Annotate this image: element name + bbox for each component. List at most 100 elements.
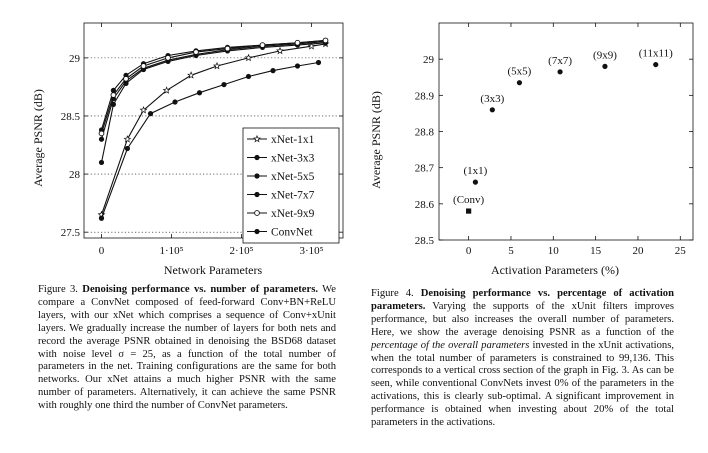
figure4-point-11x11 [653, 61, 659, 68]
figure4-y-axis-label: Average PSNR (dB) [369, 91, 383, 189]
figure4-point-1x1 [472, 179, 479, 185]
figure3-legend-label-xnet-3x3: xNet-3x3 [271, 153, 315, 165]
figure4-y-tick-label-28-6: 28.6 [415, 199, 435, 211]
figure3-point-xnet-1x1-8 [307, 42, 316, 50]
figure3-line-xnet-5x5 [100, 42, 326, 163]
figure3-point-convnet-2 [147, 111, 154, 117]
figure3-point-xnet-1x1-5 [213, 61, 221, 70]
figure3-point-xnet-9x9-6 [224, 45, 231, 52]
figure3-legend-label-xnet-1x1: xNet-1x1 [271, 134, 315, 146]
figure3-x-tick-label-2-10: 2·10⁵ [230, 245, 254, 257]
figure3-x-tick-label-1-10: 1·10⁵ [160, 245, 184, 257]
figure3-point-xnet-1x1-4 [187, 71, 196, 79]
figure3-legend-marker-xnet-1x1 [253, 134, 261, 143]
figure4-point-conv [466, 208, 472, 214]
figure3-point-convnet-5 [221, 81, 227, 88]
figure3-legend: xNet-1x1 xNet-3x3 xNet-5x5 xNet-7x7 xNet-9x9… [242, 127, 340, 244]
figure3-line-xnet-7x7 [100, 41, 326, 140]
figure4-caption-body-italic: percentage of the overall parameters [371, 339, 530, 351]
figure3-point-xnet-9x9-5 [193, 49, 199, 55]
figure4-points: (Conv) (1x1) (3x3) (5x5) (7x7) (9x9) (11x11) [453, 48, 673, 214]
figure3-series [97, 37, 330, 221]
figure3-point-xnet-1x1-7 [276, 46, 284, 55]
figure3-legend-label-convnet: ConvNet [271, 227, 313, 239]
figure4-point-label-conv: (Conv) [453, 194, 485, 206]
figure3-point-xnet-3x3-1 [110, 87, 116, 94]
figure3-point-convnet-9 [315, 59, 322, 66]
figure3-point-xnet-1x1-1 [123, 135, 132, 143]
figure3-x-tick-label-0: 0 [99, 245, 105, 257]
figure4-x-axis-label: Activation Parameters (%) [491, 263, 619, 277]
figure3-point-xnet-9x9-8 [294, 39, 301, 46]
figure3-point-xnet-9x9-3 [140, 63, 147, 69]
figure3-caption-body: We compare a ConvNet composed of feed-fo… [38, 284, 336, 412]
figure3-point-convnet-4 [196, 90, 203, 96]
figure3-chart: 27.5 28 28.5 29 0 1·10⁵ 2·10⁵ 3·10⁵ Network Par… [31, 22, 344, 277]
figure3-legend-marker-xnet-3x3 [254, 154, 260, 161]
figure3-legend-label-xnet-7x7: xNet-7x7 [271, 190, 315, 202]
figure3-point-xnet-9x9-2 [123, 75, 129, 82]
figure4-point-label-1x1: (1x1) [463, 165, 487, 177]
figure4-caption-body-2: invested in the xUnit activations, when … [371, 339, 674, 429]
figure4-point-7x7 [557, 69, 563, 75]
figure3-caption: Figure 3. Denoising performance vs. numb… [38, 284, 336, 413]
figure3-point-xnet-9x9-7 [259, 42, 266, 48]
figure4-point-label-11x11: (11x11) [639, 48, 673, 60]
figure3-point-xnet-7x7-0 [98, 136, 105, 142]
figure3-series-xnet-9x9 [98, 37, 329, 137]
figure3-series-xnet-7x7 [98, 38, 329, 142]
figure4-x-tick-label-5: 5 [508, 245, 514, 257]
figure3-point-xnet-9x9-9 [322, 37, 329, 44]
figure4-y-tick-label-28-7: 28.7 [415, 163, 435, 175]
figure3-point-xnet-1x1-2 [139, 106, 148, 114]
figure3-x-axis-label: Network Parameters [164, 263, 263, 277]
figure4-ticks: 28.5 28.6 28.7 28.8 28.9 29 0 5 10 15 20 25 [415, 23, 693, 257]
figure4-x-tick-label-15: 15 [590, 245, 602, 257]
figure4-x-tick-label-25: 25 [675, 245, 687, 257]
figure4-point-label-3x3: (3x3) [480, 93, 504, 105]
figure3-legend-marker-convnet [254, 228, 260, 235]
figure3-y-tick-label-29: 29 [69, 53, 81, 65]
figure3-legend-marker-xnet-5x5 [254, 173, 260, 179]
figure4-caption: Figure 4. Denoising performance vs. perc… [371, 288, 674, 430]
figure3-series-convnet [98, 59, 322, 221]
figure3-y-axis-label: Average PSNR (dB) [31, 89, 45, 187]
figure3-point-xnet-1x1-6 [244, 53, 253, 62]
figure3-caption-label: Figure 3. [38, 284, 78, 295]
figure4-y-tick-label-29: 29 [423, 54, 435, 66]
figure3-line-xnet-9x9 [100, 39, 326, 134]
figure3-y-tick-label-27-5: 27.5 [61, 227, 81, 239]
figure4-point-3x3 [489, 107, 495, 113]
figure3-point-convnet-6 [245, 73, 252, 80]
figure4-x-tick-label-0: 0 [466, 245, 472, 257]
figure3-point-xnet-9x9-4 [165, 55, 171, 61]
figure3-series-xnet-1x1 [97, 39, 330, 219]
figure3-point-convnet-3 [172, 99, 178, 105]
figure3-point-xnet-9x9-1 [110, 92, 117, 98]
figure3-line-xnet-1x1 [100, 43, 326, 215]
figure3-legend-box [242, 127, 340, 244]
figure3-caption-title: Denoising performance vs. number of para… [82, 284, 318, 295]
figure3-point-convnet-8 [294, 63, 301, 69]
figure3-point-xnet-5x5-0 [98, 159, 105, 166]
figure4-y-tick-label-28-9: 28.9 [415, 90, 435, 102]
figure3-gridlines [84, 57, 343, 233]
figure4-y-tick-label-28-8: 28.8 [415, 127, 435, 139]
figure4-x-tick-label-10: 10 [548, 245, 560, 257]
figure3-y-tick-label-28: 28 [69, 169, 81, 181]
figure3-point-xnet-9x9-0 [98, 130, 105, 137]
figure3-ticks: 27.5 28 28.5 29 0 1·10⁵ 2·10⁵ 3·10⁵ [61, 23, 343, 257]
figure4-x-tick-label-20: 20 [632, 245, 644, 257]
figure3-y-tick-label-28-5: 28.5 [61, 111, 81, 123]
figure3-x-tick-label-3-10: 3·10⁵ [300, 245, 324, 257]
figure3-legend-label-xnet-9x9: xNet-9x9 [271, 208, 315, 220]
figure4-point-9x9 [602, 63, 608, 69]
figure4-caption-title: Denoising performance vs. percentage of … [371, 288, 674, 312]
figure3-point-convnet-1 [124, 145, 130, 152]
figure3-plot-frame [83, 22, 344, 239]
figure4-caption-label: Figure 4. [371, 288, 414, 299]
figure3-legend-marker-xnet-9x9 [254, 210, 260, 216]
figure4-caption-body-1: Varying the supports of the xUnit filter… [371, 300, 674, 338]
figure3-legend-label-xnet-5x5: xNet-5x5 [271, 171, 315, 183]
